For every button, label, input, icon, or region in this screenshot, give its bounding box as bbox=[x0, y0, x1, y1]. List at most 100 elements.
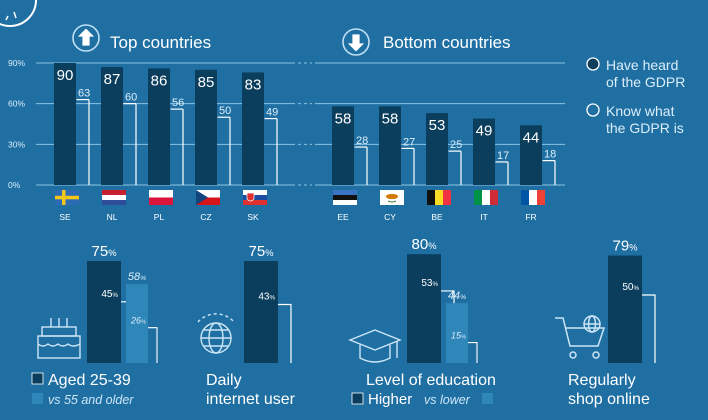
bar-have-heard-ee bbox=[332, 106, 354, 185]
group-2-bar-have-heard bbox=[407, 254, 441, 363]
group-0-value-have-heard: 75% bbox=[92, 243, 117, 260]
value-have-heard-be: 53 bbox=[429, 117, 446, 134]
group-2-bar-compare-know bbox=[468, 342, 478, 363]
value-know-nl: 60 bbox=[125, 92, 137, 104]
globe-icon bbox=[197, 313, 235, 354]
label-education-lower: vs lower bbox=[424, 393, 471, 407]
group-3-bar-have-heard bbox=[608, 255, 642, 363]
value-have-heard-cz: 85 bbox=[198, 74, 215, 91]
label-aged-line1: Aged 25-39 bbox=[48, 372, 131, 389]
group-2-value-have-heard: 80% bbox=[412, 236, 437, 253]
value-know-cy: 27 bbox=[403, 136, 415, 148]
x-tick-cy: CY bbox=[384, 212, 396, 222]
bar-have-heard-it bbox=[473, 118, 495, 185]
country-bars: 90 63 87 60 86 56 85 50 83 49 58 28 58 27 53 25 49 17 44 18 bbox=[54, 63, 556, 185]
bar-have-heard-cy bbox=[379, 106, 401, 185]
x-tick-cz: CZ bbox=[200, 212, 211, 222]
x-tick-pl: PL bbox=[154, 212, 165, 222]
legend-have-heard-line1: Have heard bbox=[606, 57, 678, 73]
label-daily-internet: Daily internet user bbox=[206, 372, 296, 408]
group-3-value-have-heard: 79% bbox=[613, 238, 638, 255]
y-tick-label: 0% bbox=[8, 180, 21, 190]
flag-fr-icon bbox=[521, 190, 545, 205]
group-3-value-know: 50% bbox=[622, 282, 639, 293]
group-1-value-have-heard: 75% bbox=[249, 243, 274, 260]
x-tick-it: IT bbox=[480, 212, 488, 222]
legend-know-swatch bbox=[586, 103, 600, 117]
bar-have-heard-nl bbox=[101, 67, 123, 185]
bottom-countries-label: Bottom countries bbox=[383, 33, 511, 52]
flag-se-icon bbox=[55, 190, 79, 205]
group-2-value-know: 53% bbox=[421, 278, 438, 289]
bar-have-heard-se bbox=[54, 63, 76, 185]
bar-have-heard-cz bbox=[195, 69, 217, 185]
value-know-cz: 50 bbox=[219, 105, 231, 117]
x-tick-sk: SK bbox=[247, 212, 259, 222]
corner-decoration bbox=[0, 0, 37, 27]
flag-cz-icon bbox=[196, 190, 220, 205]
arrow-down-icon bbox=[342, 28, 370, 56]
value-know-ee: 28 bbox=[356, 135, 368, 147]
x-tick-be: BE bbox=[431, 212, 443, 222]
group-2-value-compare-know: 15% bbox=[451, 331, 466, 341]
birthday-cake-icon bbox=[37, 318, 81, 359]
label-swatch-mid-edu bbox=[482, 393, 493, 404]
flag-sk-icon bbox=[243, 190, 267, 205]
flag-pl-icon bbox=[149, 190, 173, 205]
group-0-value-compare-have-heard: 58% bbox=[128, 271, 146, 283]
label-education: Level of education Higher vs lower bbox=[351, 372, 496, 408]
group-0-bar-have-heard bbox=[87, 261, 121, 363]
x-tick-ee: EE bbox=[337, 212, 349, 222]
label-aged-line2: vs 55 and older bbox=[48, 393, 134, 407]
value-know-sk: 49 bbox=[266, 107, 278, 119]
value-have-heard-pl: 86 bbox=[151, 72, 168, 89]
demographic-bars: 75% 45% 58% 26% 75% 43% 80% 53% 44% 15% 79% 50% bbox=[87, 236, 656, 363]
value-have-heard-se: 90 bbox=[57, 67, 74, 84]
group-0-value-compare-know: 26% bbox=[130, 316, 146, 326]
arrow-up-icon bbox=[72, 24, 100, 52]
value-know-pl: 56 bbox=[172, 97, 184, 109]
label-shop-online: Regularly shop online bbox=[568, 372, 650, 408]
value-have-heard-sk: 83 bbox=[245, 76, 262, 93]
group-3-bar-know bbox=[642, 294, 656, 363]
legend-have-heard-swatch bbox=[586, 57, 600, 71]
bar-have-heard-fr bbox=[520, 125, 542, 185]
shopping-cart-icon bbox=[555, 315, 606, 359]
x-tick-nl: NL bbox=[107, 212, 118, 222]
flag-cy-icon bbox=[380, 190, 404, 205]
value-know-se: 63 bbox=[78, 88, 90, 100]
label-shop-line1: Regularly bbox=[568, 372, 636, 389]
flag-it-icon bbox=[474, 190, 498, 205]
group-0-bar-compare-know bbox=[148, 327, 158, 363]
label-aged-25-39: Aged 25-39 vs 55 and older bbox=[31, 372, 134, 407]
value-have-heard-ee: 58 bbox=[335, 110, 352, 127]
group-2-bar-compare-have-heard bbox=[446, 303, 468, 363]
x-tick-fr: FR bbox=[525, 212, 536, 222]
top-countries-label: Top countries bbox=[110, 33, 211, 52]
flag-ee-icon bbox=[333, 190, 357, 205]
group-1-value-know: 43% bbox=[258, 292, 275, 303]
value-know-be: 25 bbox=[450, 139, 462, 151]
y-tick-label: 60% bbox=[8, 99, 25, 109]
y-tick-label: 30% bbox=[8, 139, 25, 149]
bar-have-heard-pl bbox=[148, 68, 170, 185]
label-swatch-dark-edu bbox=[351, 392, 364, 405]
legend: Have heard of the GDPR Know what the GDP… bbox=[586, 57, 685, 136]
value-know-it: 17 bbox=[497, 150, 509, 162]
value-know-fr: 18 bbox=[544, 149, 556, 161]
group-2-value-compare-have-heard: 44% bbox=[448, 290, 466, 302]
group-0-bar-compare-have-heard bbox=[126, 284, 148, 363]
value-have-heard-nl: 87 bbox=[104, 71, 121, 88]
label-swatch-mid bbox=[32, 393, 43, 404]
legend-know-line1: Know what bbox=[606, 103, 675, 119]
group-1-bar-know bbox=[278, 303, 292, 363]
label-daily-line2: internet user bbox=[206, 391, 296, 408]
flag-nl-icon bbox=[102, 190, 126, 205]
value-have-heard-it: 49 bbox=[476, 123, 493, 140]
label-education-higher: Higher bbox=[368, 391, 412, 408]
label-daily-line1: Daily bbox=[206, 372, 242, 389]
value-have-heard-fr: 44 bbox=[523, 129, 540, 146]
flag-be-icon bbox=[427, 190, 451, 205]
group-0-value-know: 45% bbox=[101, 289, 118, 300]
